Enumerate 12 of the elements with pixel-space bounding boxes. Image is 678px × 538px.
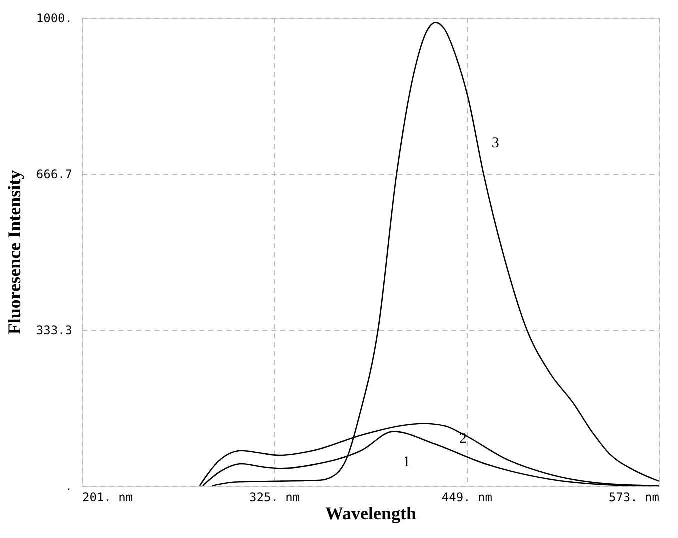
x-tick-label: 325. nm (250, 490, 300, 504)
x-tick-label: 201. nm (82, 490, 134, 504)
y-axis-title: Fluoresence Intensity (4, 170, 24, 335)
x-tick-label: 449. nm (442, 490, 492, 504)
y-tick-label: 1000. (36, 12, 72, 26)
y-tick-label: . (65, 480, 72, 494)
series-label: 3 (492, 136, 500, 152)
x-axis-title: Wavelength (325, 504, 417, 524)
x-tick-label: 573. nm (608, 490, 660, 504)
y-tick-label: 333.3 (36, 324, 72, 338)
series-label: 1 (403, 454, 411, 471)
y-tick-label: 666.7 (36, 167, 72, 182)
